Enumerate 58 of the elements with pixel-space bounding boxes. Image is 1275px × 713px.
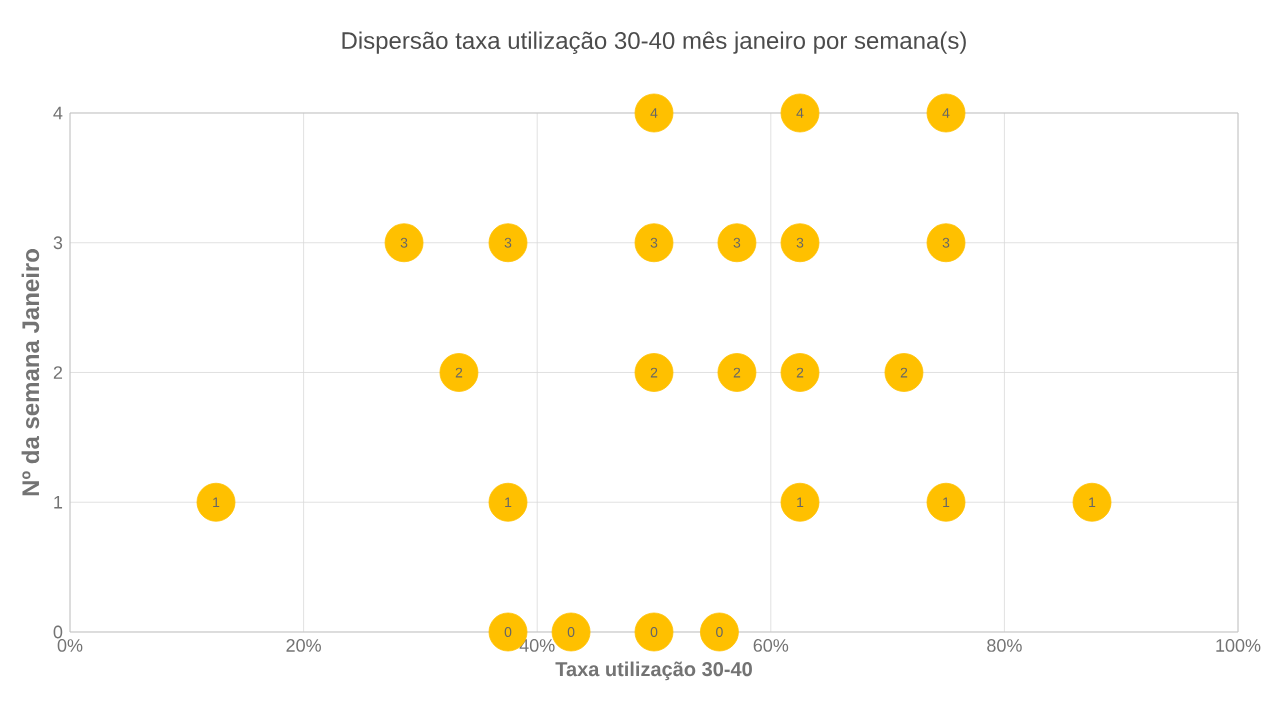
data-label: 2 [455, 367, 463, 378]
data-label: 1 [505, 497, 512, 508]
data-label: 2 [796, 367, 804, 378]
point [780, 482, 820, 522]
y-tick-label: 1 [54, 496, 63, 509]
point [926, 482, 966, 522]
point [884, 353, 924, 392]
y-axis-title: Nº da semana Janeiro [21, 249, 40, 496]
point [717, 223, 757, 263]
data-label: 4 [650, 108, 658, 118]
data-label: 1 [213, 497, 220, 508]
point [926, 93, 966, 133]
data-label: 0 [567, 627, 575, 637]
data-label: 1 [797, 497, 804, 508]
y-tick-label: 2 [53, 366, 63, 379]
point [488, 482, 528, 522]
point [634, 223, 674, 263]
point [384, 223, 424, 263]
point [1072, 482, 1112, 522]
x-tick-label: 60% [753, 639, 789, 652]
data-label: 0 [504, 627, 512, 637]
y-tick-label: 0 [53, 625, 63, 639]
data-label: 2 [650, 367, 658, 378]
point [780, 353, 820, 392]
data-label: 2 [900, 367, 908, 378]
y-tick-label: 4 [53, 106, 63, 120]
point [717, 353, 757, 392]
data-label: 0 [716, 627, 723, 637]
data-label: 3 [650, 237, 658, 248]
data-label: 1 [1089, 497, 1096, 508]
point [926, 223, 966, 263]
data-label: 3 [796, 237, 804, 248]
point [196, 482, 236, 522]
x-tick-label: 100% [1216, 639, 1261, 652]
data-label: 3 [400, 237, 408, 248]
x-tick-label: 0% [57, 639, 83, 652]
point [780, 223, 820, 263]
point [439, 353, 479, 392]
data-label: 3 [504, 237, 512, 248]
x-tick-label: 20% [286, 639, 321, 652]
x-tick-label: 40% [519, 639, 555, 652]
data-label: 3 [733, 237, 741, 248]
point [488, 223, 528, 263]
data-label: 2 [733, 367, 741, 378]
point [634, 353, 674, 392]
data-label: 4 [796, 108, 804, 118]
x-tick-label: 80% [987, 639, 1022, 652]
data-label: 1 [943, 497, 950, 508]
chart-title: Dispersão taxa utilização 30-40 mês janeiro por semana(s) [342, 31, 966, 54]
data-label: 4 [942, 108, 950, 118]
x-axis-title: Taxa utilização 30-40 [555, 661, 752, 681]
point [634, 612, 674, 652]
y-tick-label: 3 [53, 236, 63, 250]
point [700, 612, 739, 652]
point [634, 93, 674, 133]
data-label: 0 [650, 627, 658, 637]
point [780, 93, 820, 133]
data-label: 3 [942, 237, 950, 248]
